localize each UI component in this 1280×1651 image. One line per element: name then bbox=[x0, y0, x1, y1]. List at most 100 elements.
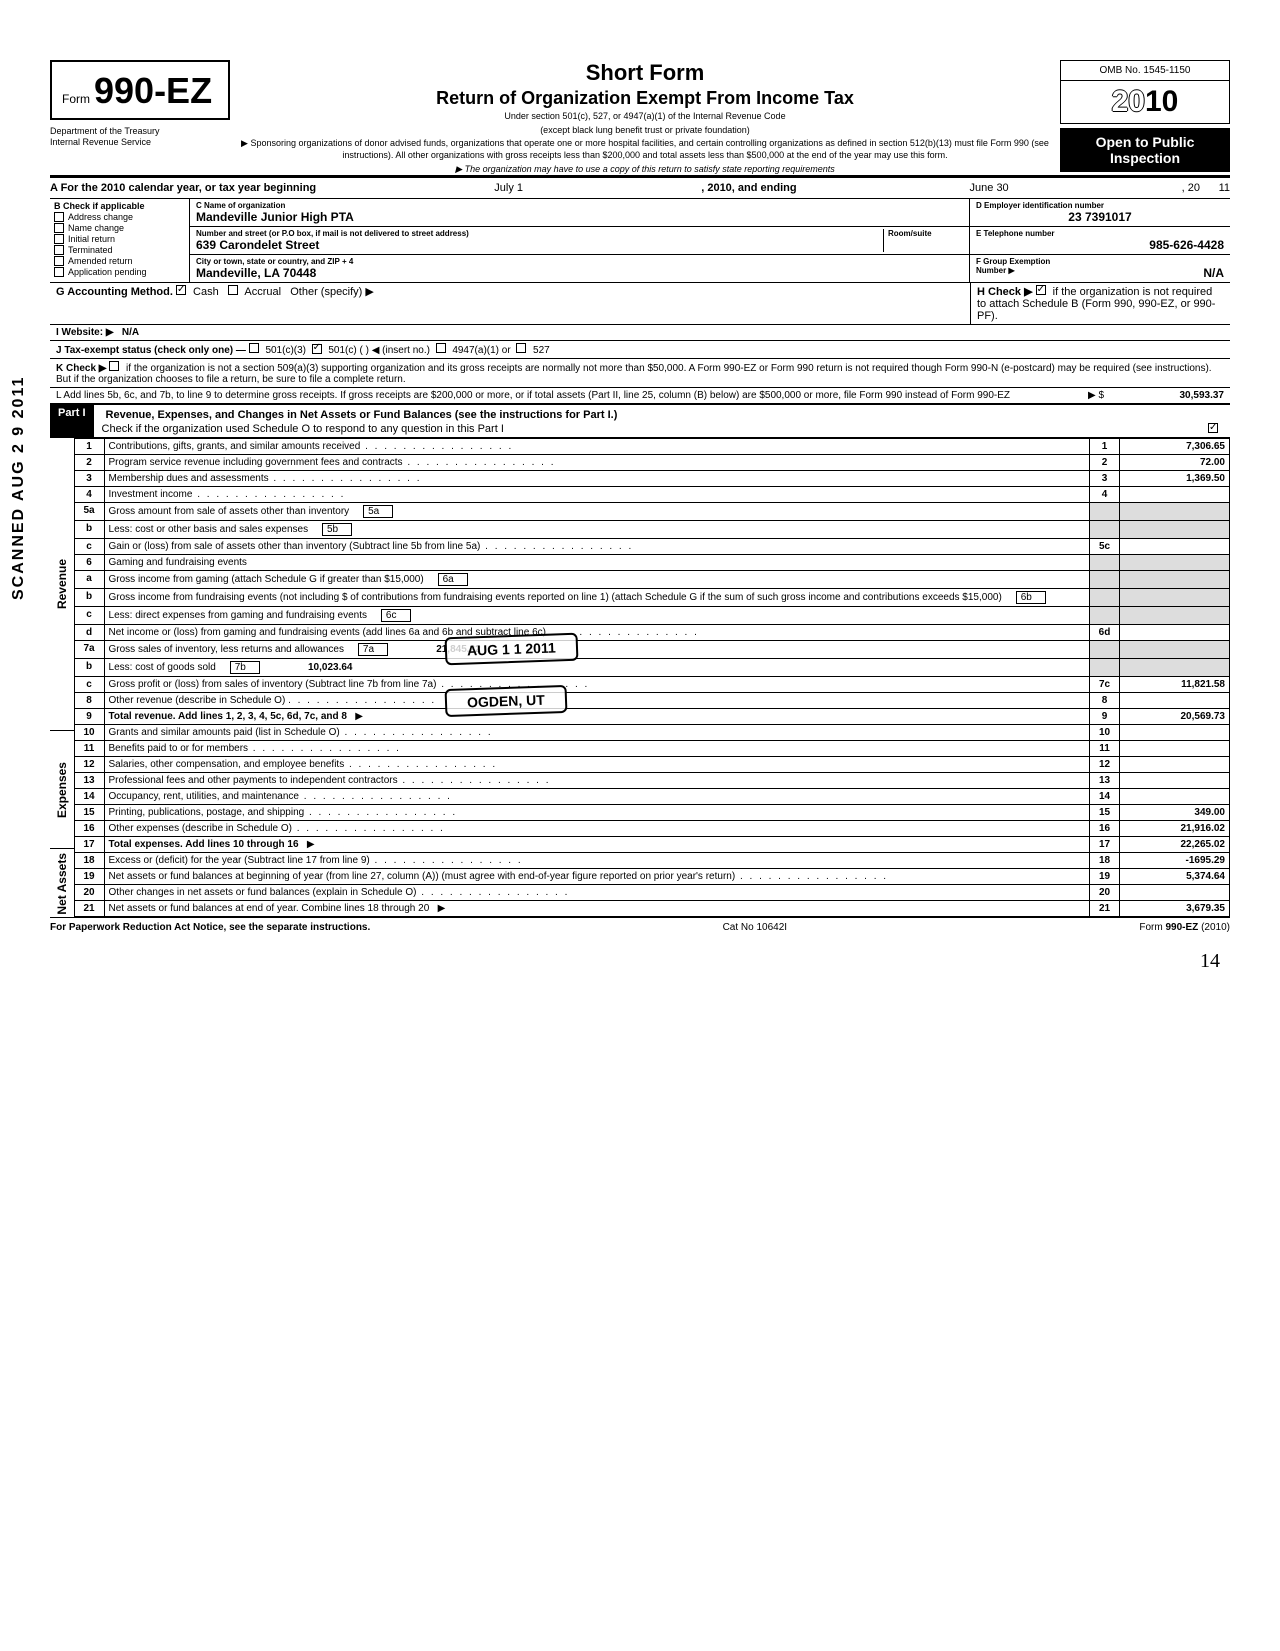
n10: 10 bbox=[74, 725, 104, 741]
chk-h[interactable] bbox=[1036, 285, 1046, 295]
ga7b bbox=[1120, 659, 1230, 677]
lbl-527: 527 bbox=[533, 345, 550, 356]
b1: 1 bbox=[1090, 439, 1120, 455]
chk-527[interactable] bbox=[516, 343, 526, 353]
chk-initial[interactable] bbox=[54, 234, 64, 244]
d12: Salaries, other compensation, and employ… bbox=[104, 757, 1089, 773]
d14: Occupancy, rent, utilities, and maintena… bbox=[104, 789, 1089, 805]
d20: Other changes in net assets or fund bala… bbox=[104, 885, 1089, 901]
a6d bbox=[1120, 625, 1230, 641]
b4: 4 bbox=[1090, 487, 1120, 503]
tax-year-end-month: June 30 bbox=[797, 182, 1182, 194]
chk-address[interactable] bbox=[54, 212, 64, 222]
year-big: 10 bbox=[1145, 85, 1178, 118]
scanned-stamp: SCANNED AUG 2 9 2011 bbox=[10, 376, 28, 600]
d2: Program service revenue including govern… bbox=[104, 455, 1089, 471]
chk-pending[interactable] bbox=[54, 267, 64, 277]
handwritten-page-num: 14 bbox=[1200, 950, 1220, 973]
n2: 2 bbox=[74, 455, 104, 471]
lbl-name: Name change bbox=[68, 223, 124, 233]
city-stamp: OGDEN, UT bbox=[444, 685, 567, 717]
chk-amended[interactable] bbox=[54, 256, 64, 266]
chk-name[interactable] bbox=[54, 223, 64, 233]
a14 bbox=[1120, 789, 1230, 805]
ib6b: 6b bbox=[1016, 591, 1046, 604]
right-header-boxes: OMB No. 1545-1150 2010 Open to Public In… bbox=[1060, 60, 1230, 175]
ga5a bbox=[1120, 503, 1230, 521]
b9: 9 bbox=[1090, 709, 1120, 725]
copy-text: ▶ The organization may have to use a cop… bbox=[240, 164, 1050, 176]
n21: 21 bbox=[74, 901, 104, 917]
b19: 19 bbox=[1090, 869, 1120, 885]
lbl-pending: Application pending bbox=[68, 267, 147, 277]
n6a: a bbox=[74, 571, 104, 589]
line-6: 6Gaming and fundraising events bbox=[74, 555, 1229, 571]
a18: -1695.29 bbox=[1120, 853, 1230, 869]
lbl-other: Other (specify) ▶ bbox=[290, 286, 374, 298]
org-column: C Name of organization Mandeville Junior… bbox=[190, 199, 970, 282]
chk-4947[interactable] bbox=[436, 343, 446, 353]
chk-k[interactable] bbox=[109, 361, 119, 371]
sponsor-text: ▶ Sponsoring organizations of donor advi… bbox=[240, 138, 1050, 161]
b18: 18 bbox=[1090, 853, 1120, 869]
d19: Net assets or fund balances at beginning… bbox=[104, 869, 1089, 885]
a5c bbox=[1120, 539, 1230, 555]
a17: 22,265.02 bbox=[1120, 837, 1230, 853]
a10 bbox=[1120, 725, 1230, 741]
line-14: 14Occupancy, rent, utilities, and mainte… bbox=[74, 789, 1229, 805]
a1: 7,306.65 bbox=[1120, 439, 1230, 455]
room-label: Room/suite bbox=[888, 229, 963, 238]
line-8: 8Other revenue (describe in Schedule O) … bbox=[74, 693, 1229, 709]
j-label: J Tax-exempt status (check only one) — bbox=[56, 345, 246, 356]
a7c: 11,821.58 bbox=[1120, 677, 1230, 693]
g6a bbox=[1090, 571, 1120, 589]
n17: 17 bbox=[74, 837, 104, 853]
chk-terminated[interactable] bbox=[54, 245, 64, 255]
line-18: 18Excess or (deficit) for the year (Subt… bbox=[74, 853, 1229, 869]
n16: 16 bbox=[74, 821, 104, 837]
n19: 19 bbox=[74, 869, 104, 885]
a8 bbox=[1120, 693, 1230, 709]
chk-accrual[interactable] bbox=[228, 285, 238, 295]
d17: Total expenses. Add lines 10 through 16 bbox=[109, 839, 299, 850]
lines-wrapper: Revenue Expenses Net Assets 1Contributio… bbox=[50, 438, 1230, 917]
line-21: 21Net assets or fund balances at end of … bbox=[74, 901, 1229, 917]
ib7b: 7b bbox=[230, 661, 260, 674]
b10: 10 bbox=[1090, 725, 1120, 741]
ga5b bbox=[1120, 521, 1230, 539]
n5c: c bbox=[74, 539, 104, 555]
n13: 13 bbox=[74, 773, 104, 789]
d6a: Gross income from gaming (attach Schedul… bbox=[109, 574, 424, 585]
ga7a bbox=[1120, 641, 1230, 659]
chk-schedule-o[interactable] bbox=[1208, 423, 1218, 433]
form-header: Form 990-EZ Department of the Treasury I… bbox=[50, 60, 1230, 177]
title-column: Short Form Return of Organization Exempt… bbox=[230, 60, 1060, 175]
d3: Membership dues and assessments bbox=[104, 471, 1089, 487]
g-h-row: G Accounting Method. Cash Accrual Other … bbox=[50, 283, 1230, 324]
lbl-accrual: Accrual bbox=[244, 286, 281, 298]
ga6c bbox=[1120, 607, 1230, 625]
n7a: 7a bbox=[74, 641, 104, 659]
d7c: Gross profit or (loss) from sales of inv… bbox=[104, 677, 1089, 693]
dept-line1: Department of the Treasury bbox=[50, 126, 230, 137]
c-label: C Name of organization bbox=[196, 201, 963, 210]
n6c: c bbox=[74, 607, 104, 625]
n8: 8 bbox=[74, 693, 104, 709]
n5b: b bbox=[74, 521, 104, 539]
b15: 15 bbox=[1090, 805, 1120, 821]
n6b: b bbox=[74, 589, 104, 607]
a12 bbox=[1120, 757, 1230, 773]
chk-501c[interactable] bbox=[312, 344, 322, 354]
d5b: Less: cost or other basis and sales expe… bbox=[109, 524, 309, 535]
k-text: if the organization is not a section 509… bbox=[56, 363, 1212, 385]
part1-title: Revenue, Expenses, and Changes in Net As… bbox=[102, 407, 1222, 423]
a4 bbox=[1120, 487, 1230, 503]
chk-501c3[interactable] bbox=[249, 343, 259, 353]
d13: Professional fees and other payments to … bbox=[104, 773, 1089, 789]
b8: 8 bbox=[1090, 693, 1120, 709]
line-5a: 5aGross amount from sale of assets other… bbox=[74, 503, 1229, 521]
chk-cash[interactable] bbox=[176, 285, 186, 295]
footer-row: For Paperwork Reduction Act Notice, see … bbox=[50, 917, 1230, 933]
lbl-501c3: 501(c)(3) bbox=[265, 345, 306, 356]
section-a-mid: , 2010, and ending bbox=[701, 182, 796, 194]
